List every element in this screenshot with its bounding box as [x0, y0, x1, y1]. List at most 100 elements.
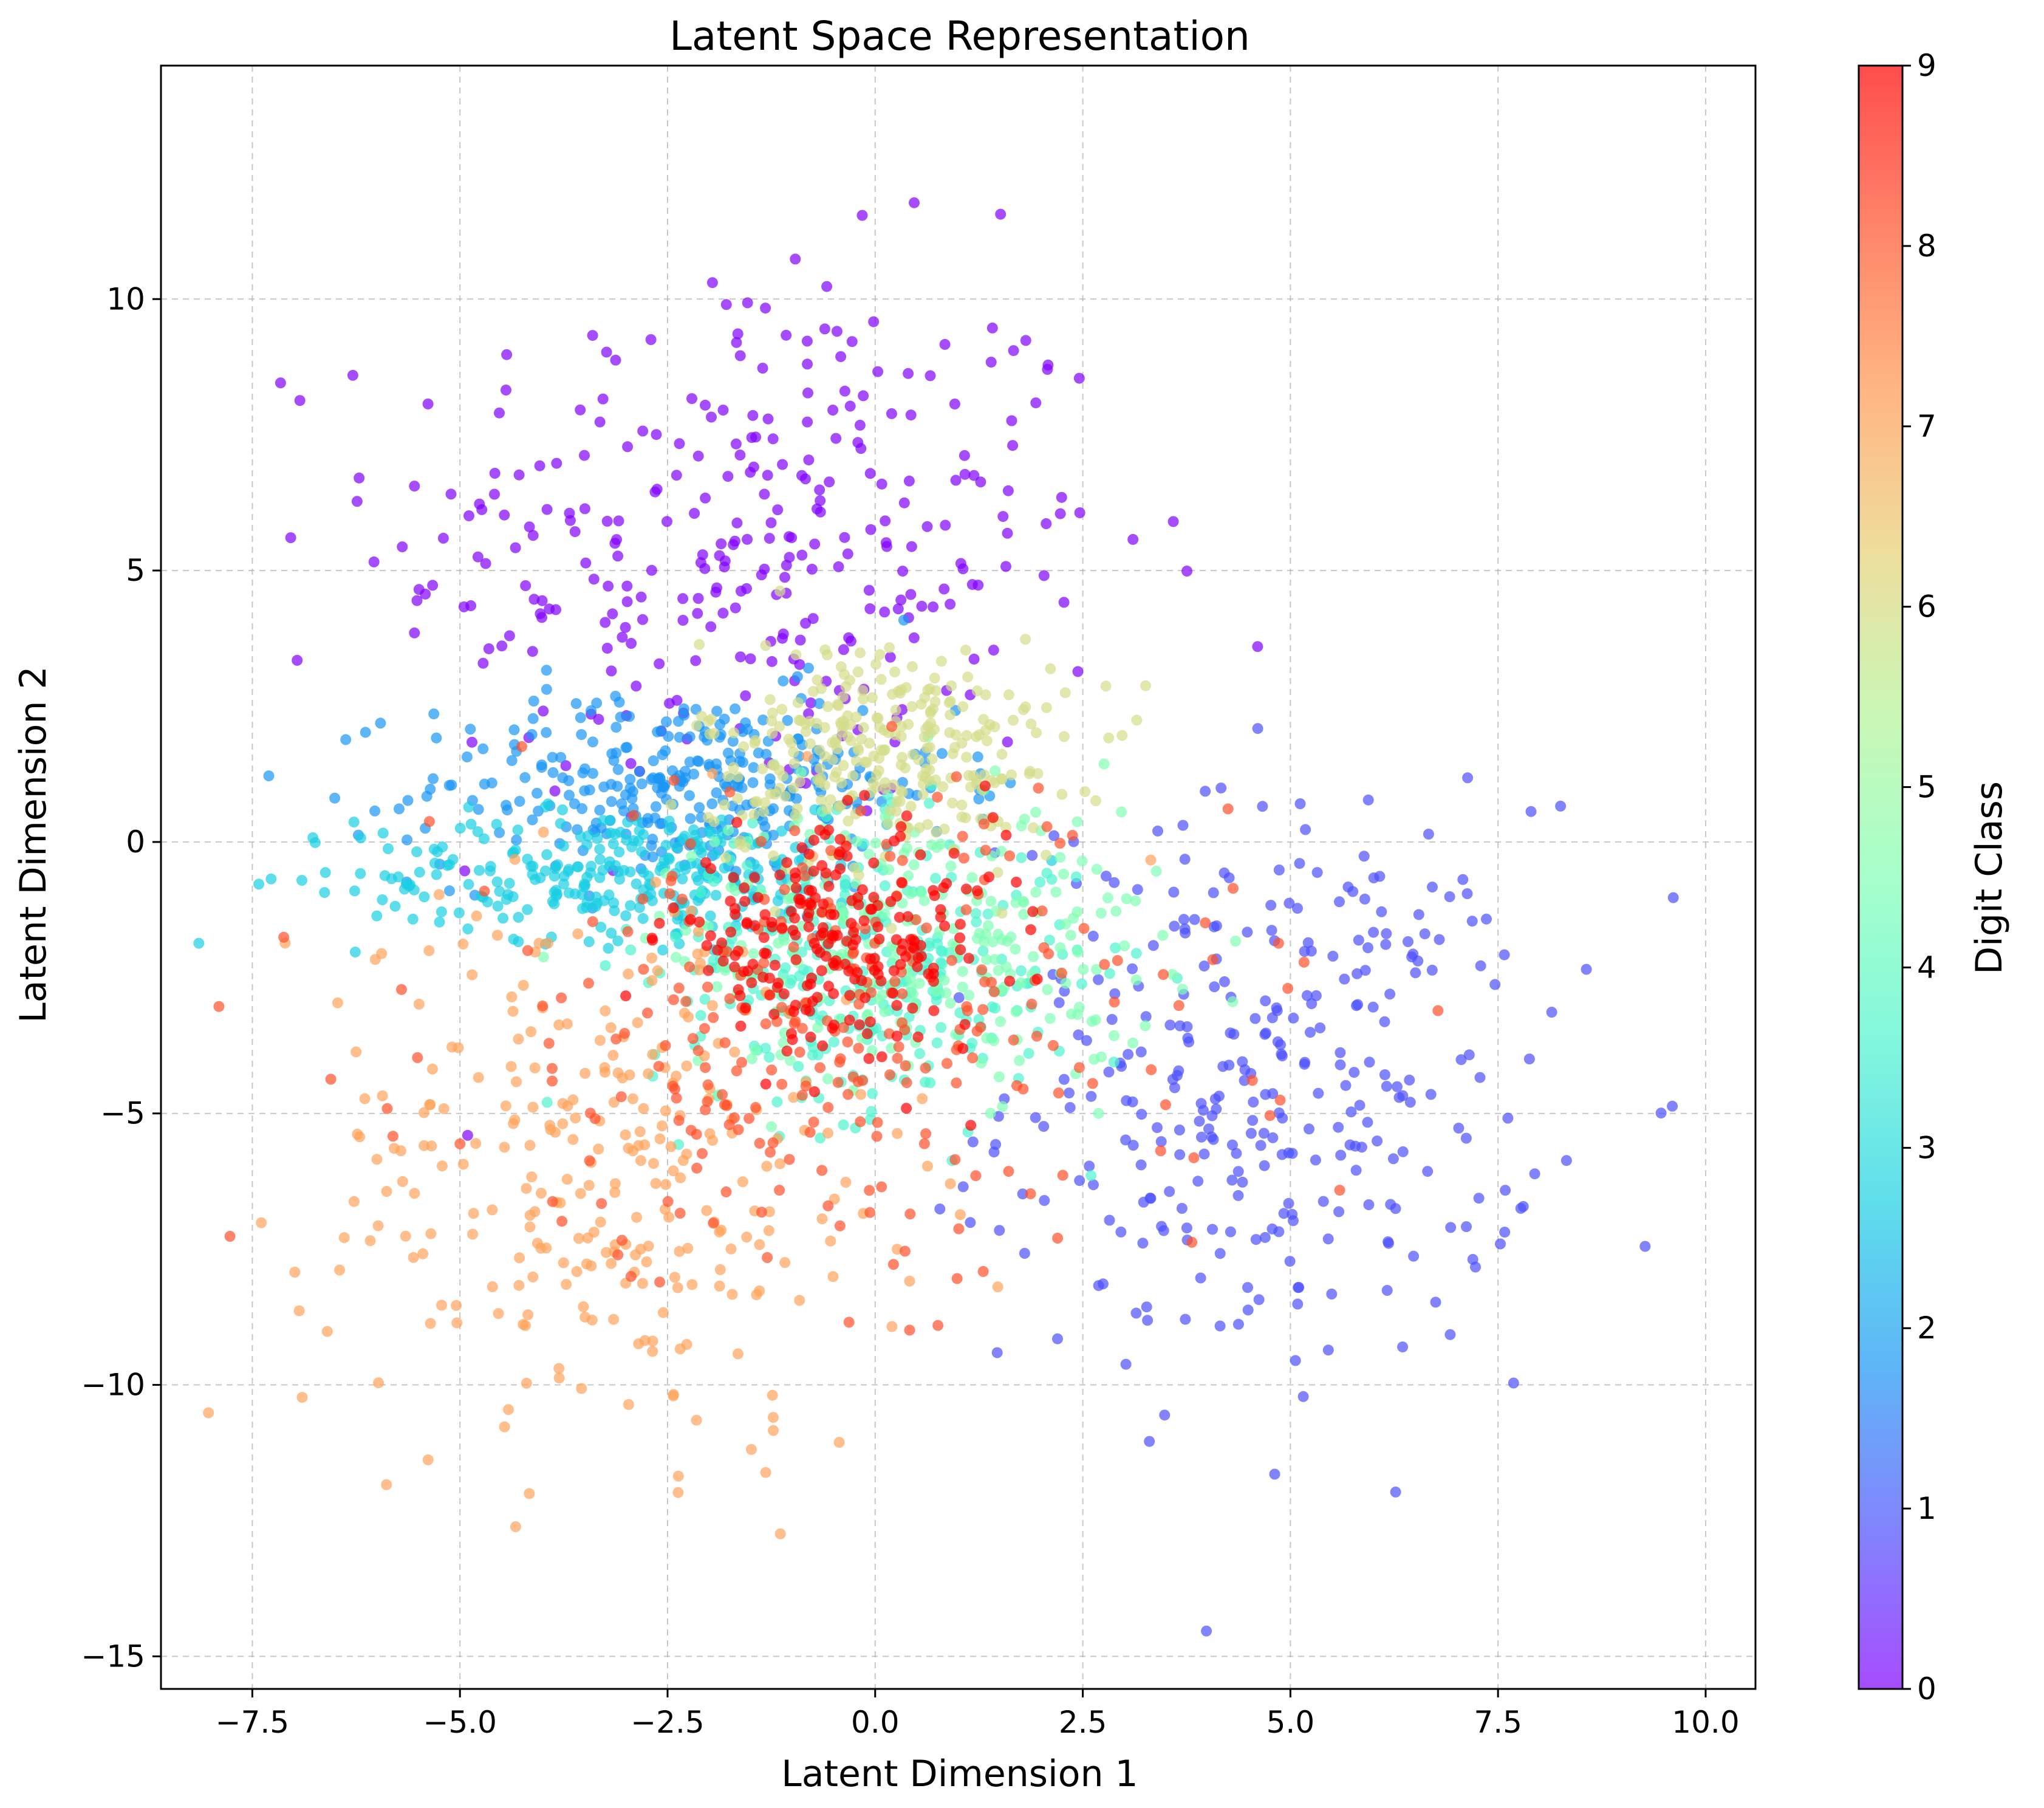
scatter-point-class-9	[830, 869, 841, 881]
scatter-point-class-1	[1374, 871, 1386, 882]
scatter-point-class-9	[872, 961, 884, 973]
scatter-point-class-6	[759, 797, 771, 809]
scatter-point-class-1	[1667, 892, 1679, 903]
scatter-point-class-1	[1269, 1468, 1280, 1480]
scatter-point-class-1	[1363, 1199, 1375, 1210]
scatter-point-class-6	[694, 639, 705, 650]
scatter-point-class-8	[1186, 1236, 1198, 1248]
scatter-point-class-8	[387, 1131, 398, 1142]
scatter-point-class-0	[607, 608, 618, 620]
scatter-point-class-6	[870, 659, 882, 670]
scatter-point-class-8	[958, 852, 969, 864]
scatter-point-class-0	[925, 370, 936, 382]
scatter-point-class-1	[1294, 858, 1305, 869]
scatter-point-class-7	[657, 1307, 669, 1318]
scatter-point-class-1	[1397, 1341, 1409, 1353]
scatter-point-class-5	[963, 990, 975, 1001]
scatter-point-class-1	[1345, 1106, 1357, 1118]
scatter-point-class-3	[465, 818, 477, 830]
scatter-point-class-5	[914, 978, 925, 989]
scatter-point-class-1	[1385, 1199, 1396, 1210]
scatter-point-class-6	[1140, 680, 1151, 691]
scatter-point-class-7	[714, 1226, 725, 1238]
scatter-point-class-0	[1041, 518, 1052, 529]
scatter-point-class-0	[975, 476, 986, 488]
scatter-point-class-2	[936, 748, 948, 759]
scatter-point-class-2	[461, 751, 473, 762]
scatter-point-class-5	[1030, 807, 1042, 818]
scatter-point-class-8	[789, 825, 801, 837]
scatter-point-class-3	[638, 884, 649, 895]
scatter-point-class-2	[620, 742, 632, 753]
scatter-point-class-1	[1219, 867, 1230, 878]
scatter-point-class-0	[731, 517, 743, 529]
scatter-point-class-6	[992, 867, 1003, 878]
scatter-point-class-0	[835, 351, 847, 362]
scatter-point-class-2	[813, 698, 825, 709]
scatter-point-class-5	[1005, 931, 1017, 943]
scatter-point-class-6	[842, 710, 853, 722]
scatter-point-class-1	[1461, 888, 1473, 899]
scatter-point-class-1	[1168, 886, 1180, 898]
scatter-point-class-5	[1018, 897, 1030, 908]
scatter-point-class-6	[981, 735, 993, 747]
scatter-point-class-1	[1283, 1197, 1294, 1209]
scatter-points	[193, 197, 1679, 1637]
scatter-point-class-9	[796, 842, 808, 854]
scatter-point-class-8	[1053, 1087, 1064, 1098]
scatter-point-class-7	[377, 1090, 388, 1101]
scatter-point-class-2	[428, 773, 439, 784]
scatter-point-class-6	[962, 671, 974, 683]
scatter-point-class-6	[739, 841, 751, 853]
scatter-point-class-7	[521, 1183, 532, 1194]
scatter-point-class-7	[525, 1026, 537, 1038]
scatter-point-class-0	[692, 593, 704, 604]
scatter-point-class-6	[773, 764, 785, 776]
scatter-point-class-1	[1367, 1001, 1379, 1013]
scatter-point-class-7	[827, 1271, 839, 1282]
scatter-point-class-1	[1372, 1135, 1383, 1147]
scatter-point-class-3	[592, 833, 603, 844]
scatter-point-class-1	[1495, 1238, 1506, 1250]
scatter-point-class-1	[1287, 1208, 1298, 1220]
scatter-point-class-5	[1121, 893, 1132, 905]
scatter-point-class-1	[1430, 1296, 1441, 1308]
scatter-point-class-9	[987, 812, 999, 823]
scatter-point-class-3	[573, 861, 584, 872]
scatter-point-class-1	[1242, 926, 1253, 938]
colorbar-tick-label: 1	[1917, 1491, 1936, 1526]
scatter-point-class-5	[1076, 855, 1088, 867]
scatter-point-class-0	[700, 399, 711, 411]
scatter-point-class-6	[873, 765, 884, 776]
scatter-point-class-6	[1090, 795, 1101, 806]
scatter-point-class-5	[957, 981, 968, 993]
scatter-point-class-9	[935, 911, 946, 923]
scatter-point-class-6	[1103, 732, 1115, 744]
scatter-point-class-0	[756, 569, 767, 581]
scatter-point-class-3	[607, 838, 619, 850]
scatter-point-class-9	[833, 849, 845, 860]
scatter-point-class-5	[703, 921, 714, 933]
scatter-point-class-8	[1112, 955, 1123, 966]
scatter-point-class-6	[833, 700, 844, 711]
scatter-point-class-6	[757, 763, 768, 775]
scatter-point-class-7	[573, 1233, 584, 1244]
scatter-point-class-6	[1116, 730, 1128, 741]
scatter-point-class-9	[620, 990, 632, 1002]
scatter-point-class-0	[833, 561, 844, 572]
scatter-point-class-4	[793, 1061, 804, 1072]
scatter-point-class-9	[979, 780, 991, 792]
scatter-point-class-1	[1260, 1089, 1271, 1100]
scatter-point-class-8	[967, 1052, 979, 1064]
scatter-point-class-3	[636, 846, 648, 857]
scatter-point-class-0	[601, 346, 612, 358]
scatter-point-class-1	[1422, 1166, 1434, 1177]
scatter-point-class-8	[838, 1022, 849, 1033]
scatter-point-class-7	[527, 1101, 539, 1113]
scatter-point-class-7	[553, 1372, 565, 1384]
scatter-point-class-1	[1288, 1012, 1299, 1024]
scatter-point-class-3	[542, 798, 554, 810]
scatter-point-class-2	[508, 724, 520, 736]
scatter-point-class-1	[1115, 1226, 1127, 1238]
